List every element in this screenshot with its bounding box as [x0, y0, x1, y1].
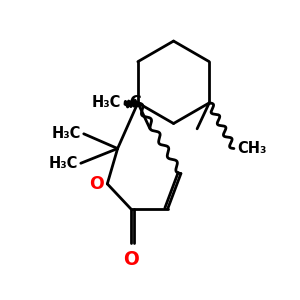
Text: H₃C: H₃C	[52, 126, 81, 141]
Text: O: O	[90, 175, 104, 193]
Text: C: C	[129, 95, 141, 110]
Text: H₃C: H₃C	[91, 95, 121, 110]
Text: H₃C: H₃C	[49, 156, 78, 171]
Text: CH₃: CH₃	[237, 141, 266, 156]
Text: O: O	[123, 250, 139, 269]
